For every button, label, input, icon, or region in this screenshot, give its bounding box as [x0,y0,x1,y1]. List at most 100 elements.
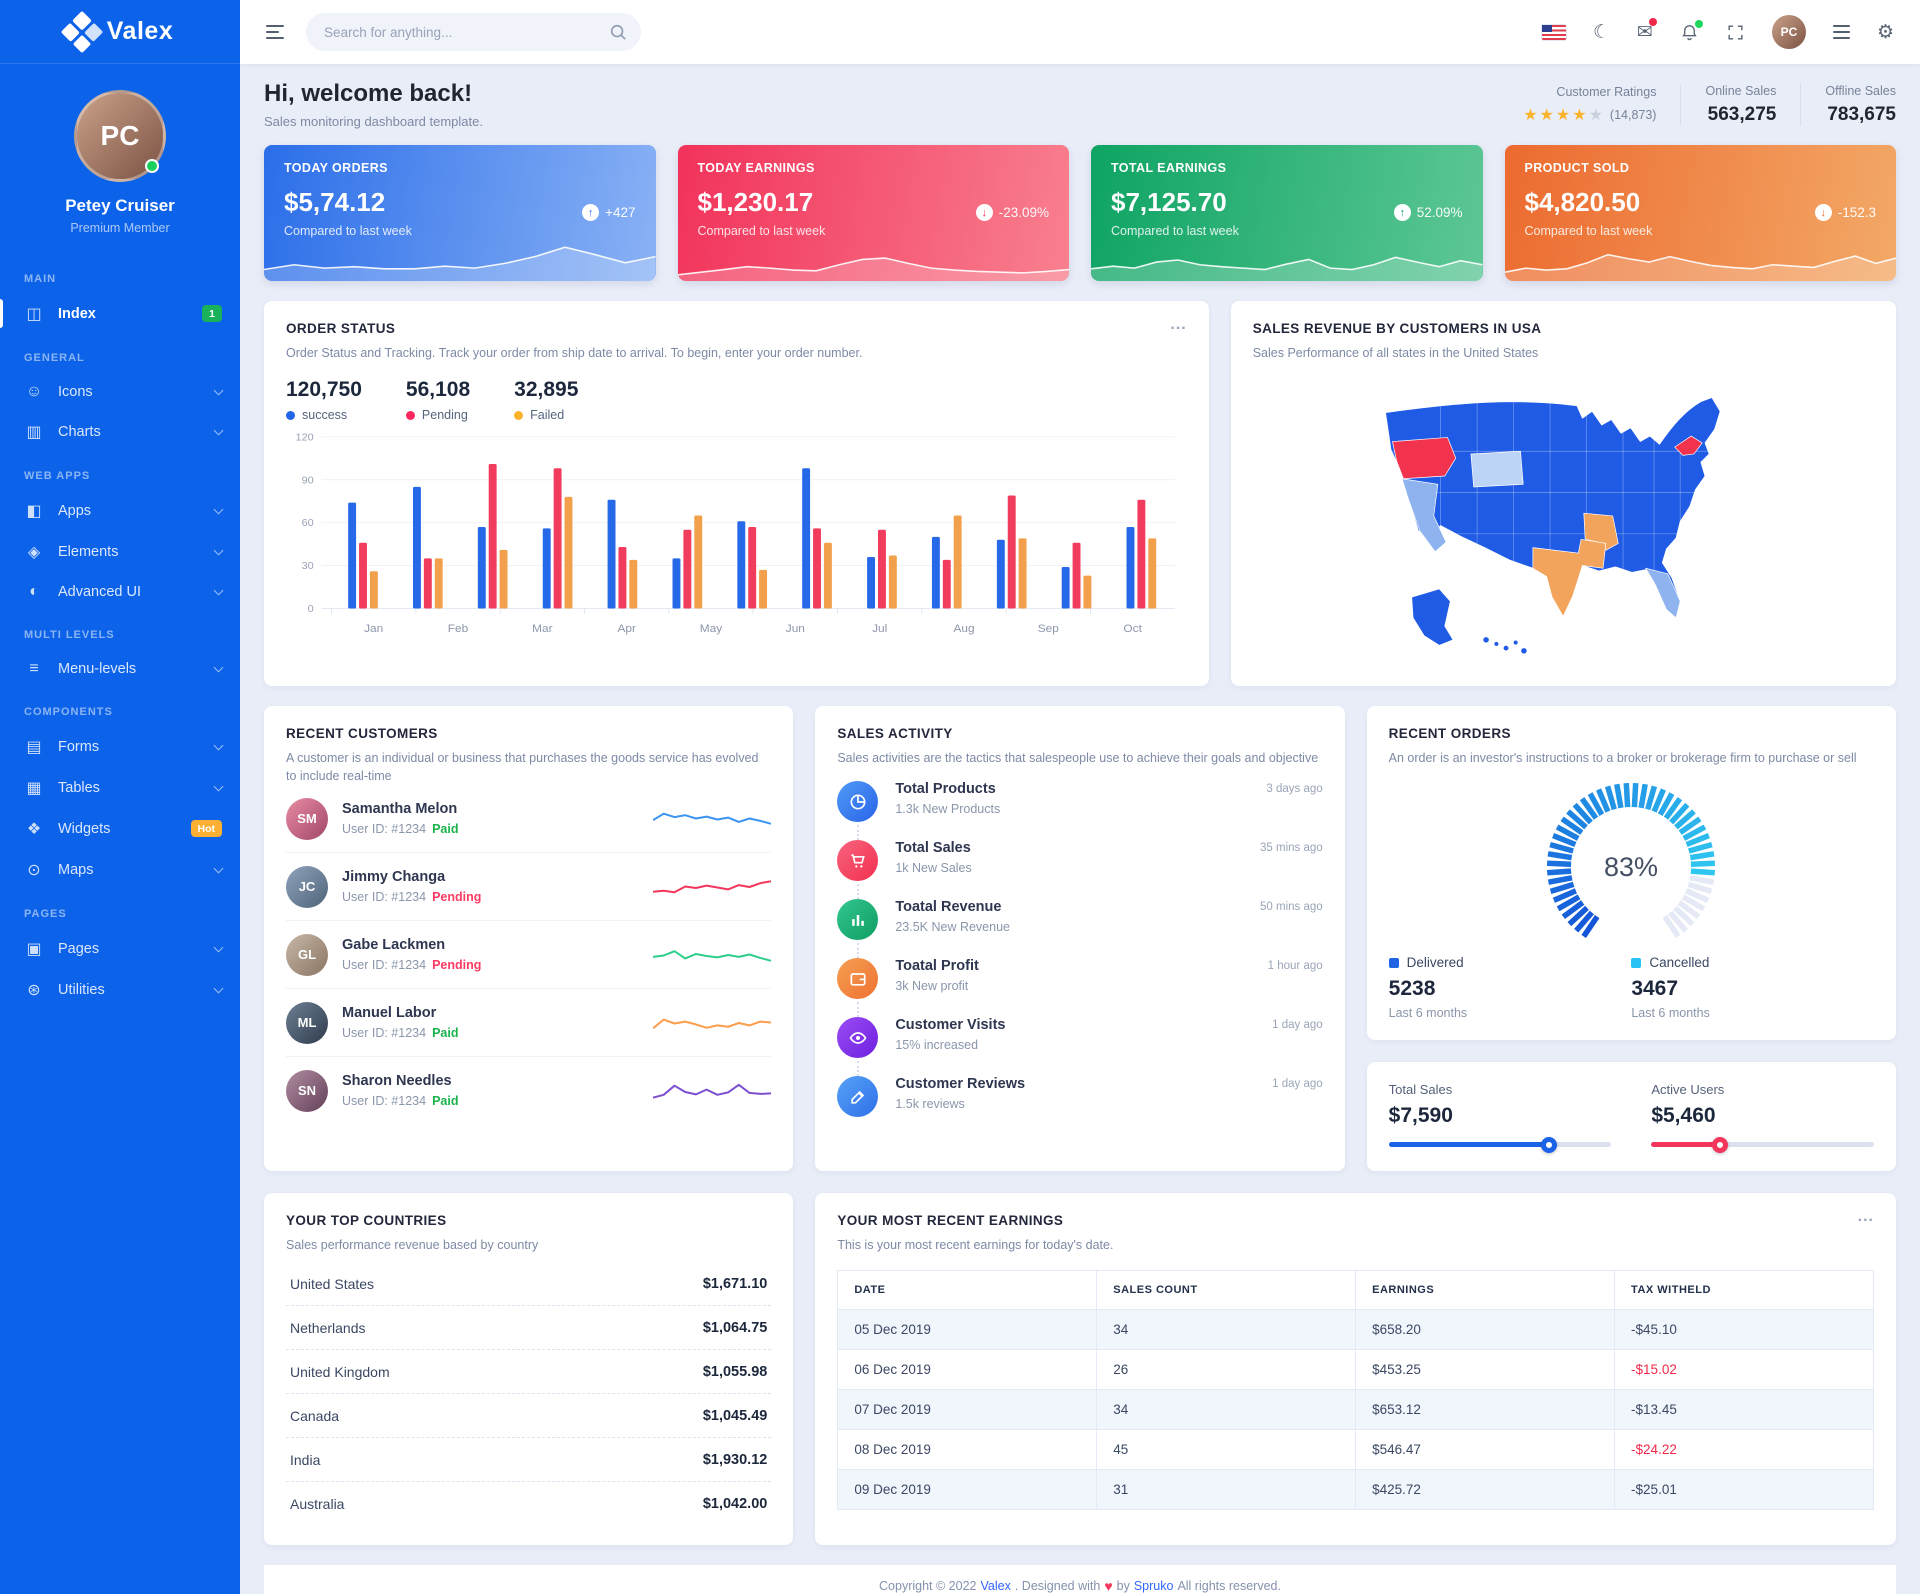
earnings-table-row: 09 Dec 2019 31 $425.72 -$25.01 [837,1469,1874,1511]
sidebar-item-elements[interactable]: ◈ Elements [0,531,240,572]
country-row: Australia $1,042.00 [286,1482,771,1525]
earnings-tax: -$15.02 [1614,1349,1874,1391]
sidebar-item-charts[interactable]: ▥ Charts [0,411,240,452]
recent-orders-card: RECENT ORDERS An order is an investor's … [1366,706,1896,1041]
page-subtitle: Sales monitoring dashboard template. [264,114,483,129]
sidebar-section-label: WEB APPS [24,470,91,482]
sidebar-item-label: Charts [58,423,101,440]
recent-customers-title: RECENT CUSTOMERS [286,726,438,742]
earnings-column-header[interactable]: EARNINGS [1355,1270,1616,1311]
eye-icon [837,1017,879,1059]
sidebar-item-index[interactable]: ◫ Index 1 [0,293,240,334]
order-status-bar-chart: 120 90 60 30 0 Jan Feb Mar Apr May Jun Jul Aug Sep Oct [286,426,1187,650]
fullscreen-icon[interactable] [1726,23,1745,42]
search-input[interactable] [306,13,641,51]
sidebar-item-icons[interactable]: ☺ Icons [0,372,240,411]
activity-item-toatal-profit: Toatal Profit 3k New profit 1 hour ago [837,958,1323,1018]
svg-text:Sep: Sep [1038,623,1059,634]
sidebar-item-tables[interactable]: ▦ Tables [0,767,240,808]
sidebar-item-pages[interactable]: ▣ Pages [0,928,240,969]
total-sales-value: $7,590 [1388,1104,1453,1128]
search-icon[interactable] [609,23,627,41]
dark-mode-moon-icon[interactable]: ☾ [1592,21,1611,43]
chevron-down-icon [213,781,224,791]
sidebar-item-utilities[interactable]: ⊛ Utilities [0,969,240,1010]
sidebar-menu: MAIN ◫ Index 1 GENERAL ☺ Icons ▥ Charts … [0,245,240,1010]
customer-row[interactable]: SN Sharon Needles User ID: #1234 Paid [286,1057,772,1124]
sidebar-section-label: MAIN [24,273,57,285]
earnings-column-header[interactable]: TAX WITHELD [1614,1270,1874,1311]
active-users-block: Active Users $5,460 [1651,1082,1874,1153]
brand-name: Valex [106,17,174,45]
legend-dot [286,410,295,420]
earnings-amount: $658.20 [1355,1309,1616,1351]
customer-row[interactable]: JC Jimmy Changa User ID: #1234 Pending [286,853,772,922]
sidebar-item-label: Maps [58,861,94,878]
brand-logo[interactable]: Valex [0,0,240,64]
slider-thumb[interactable] [1712,1136,1729,1153]
customer-row[interactable]: GL Gabe Lackmen User ID: #1234 Pending [286,921,772,990]
earnings-tax: -$45.10 [1614,1309,1874,1351]
activity-title: Customer Reviews [895,1076,1026,1093]
cancelled-swatch [1631,957,1642,968]
top-countries-subtitle: Sales performance revenue based by count… [286,1238,539,1253]
star-icon: ★ [1588,106,1603,124]
recent-earnings-card: YOUR MOST RECENT EARNINGS ... This is yo… [815,1193,1896,1546]
stat-delta: +427 [605,205,636,220]
cancelled-legend: Cancelled 3467 Last 6 months [1631,955,1874,1020]
customer-row[interactable]: SM Samantha Melon User ID: #1234 Paid [286,785,772,854]
activity-title: Toatal Profit [895,958,979,975]
earnings-table-row: 08 Dec 2019 45 $546.47 -$24.22 [837,1429,1874,1471]
profile-avatar[interactable]: PC [74,90,166,182]
trend-up-icon: ↑ [582,204,600,221]
country-revenue: $1,671.10 [702,1275,768,1292]
language-flag-icon[interactable] [1541,24,1566,40]
levels-icon: ≡ [29,659,39,677]
sidebar-item-menu-levels[interactable]: ≡ Menu-levels [0,649,240,688]
chevron-down-icon [213,863,224,873]
sidebar-item-label: Apps [58,502,92,519]
footer-brand-link[interactable]: Valex [980,1579,1011,1594]
sidebar-section-label: GENERAL [24,352,85,364]
settings-gear-icon[interactable]: ⚙ [1876,21,1894,43]
legend-dot [514,410,524,420]
footer-spruko-link[interactable]: Spruko [1133,1579,1174,1594]
activity-item-customer-reviews: Customer Reviews 1.5k reviews 1 day ago [837,1076,1323,1118]
customer-name: Samantha Melon [342,801,458,818]
messages-icon[interactable]: ✉ [1637,17,1657,44]
usa-choropleth-map[interactable] [1336,370,1790,666]
active-users-slider[interactable] [1651,1136,1874,1153]
card-options-button[interactable]: ... [1170,316,1187,333]
sidebar-toggle-icon[interactable] [266,25,284,39]
wallet-icon [837,958,879,1000]
svg-text:Mar: Mar [532,623,553,634]
card-options-button[interactable]: ... [1857,1208,1874,1226]
earnings-column-header[interactable]: SALES COUNT [1096,1270,1357,1311]
sidebar-section-label: PAGES [24,908,67,920]
sidebar-item-widgets[interactable]: ❖ Widgets Hot [0,808,240,849]
slider-thumb[interactable] [1540,1136,1557,1153]
sidebar-item-forms[interactable]: ▤ Forms [0,726,240,767]
dashboard-icon: ◫ [26,305,42,323]
sidebar-item-advanced-ui[interactable]: ◐ Advanced UI [0,572,240,611]
online-sales-block: Online Sales 563,275 [1681,83,1802,126]
earnings-date: 07 Dec 2019 [837,1389,1098,1431]
advanced-icon: ◐ [29,582,39,600]
stat-value: $4,820.50 [1524,187,1641,217]
total-sales-slider[interactable] [1388,1136,1612,1153]
usa-sales-map-card: SALES REVENUE BY CUSTOMERS IN USA Sales … [1230,301,1896,687]
sidebar-item-apps[interactable]: ◧ Apps [0,490,240,531]
earnings-amount: $453.25 [1355,1349,1616,1391]
notifications-bell-icon[interactable] [1680,19,1703,42]
trend-up-icon: ↑ [1393,204,1411,221]
customer-sparkline [653,1074,772,1108]
earnings-column-header[interactable]: DATE [837,1270,1098,1311]
state-missouri [1583,512,1619,551]
customer-row[interactable]: ML Manuel Labor User ID: #1234 Paid [286,989,772,1058]
sidebar-item-maps[interactable]: ⊙ Maps [0,849,240,890]
stat-title: TOTAL EARNINGS [1111,161,1227,175]
state-wyoming [1470,450,1524,488]
right-panel-menu-icon[interactable] [1832,25,1850,39]
user-avatar[interactable]: PC [1771,15,1806,49]
order-status-stat-success: 120,750 success [286,378,362,423]
